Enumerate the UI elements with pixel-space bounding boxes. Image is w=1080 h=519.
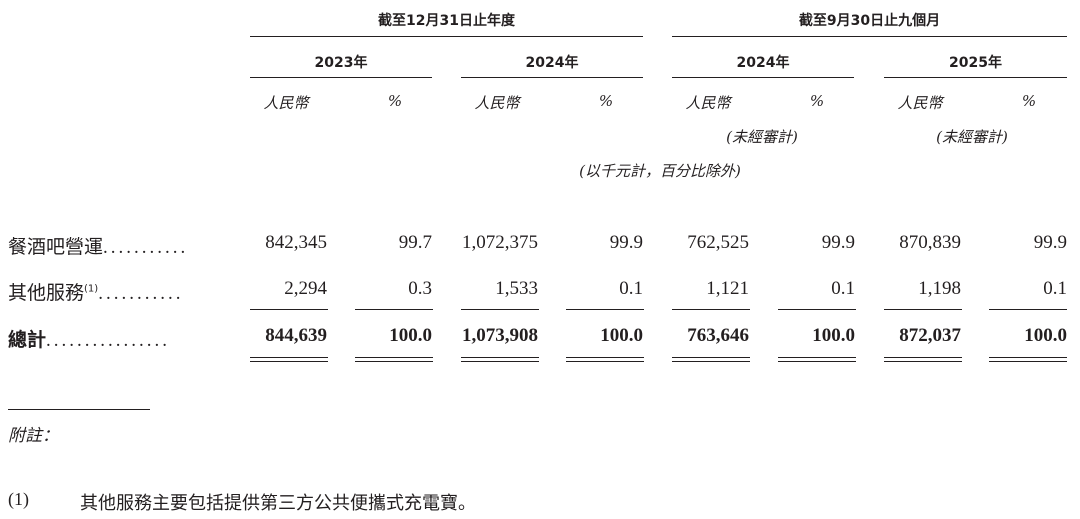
row-label-bar-operations: 餐酒吧營運...........: [8, 232, 188, 259]
cell-value: 0.3: [408, 278, 432, 299]
currency-label: 人民幣: [897, 94, 943, 112]
currency-label: 人民幣: [474, 94, 520, 112]
double-rule: [989, 357, 1067, 362]
total-value: 872,037: [899, 325, 961, 346]
cell-value: 762,525: [687, 232, 749, 253]
unaudited-label-2025: (未經審計): [936, 128, 1008, 146]
double-rule: [566, 357, 644, 362]
double-rule: [778, 357, 856, 362]
footnote-text: 其他服務主要包括提供第三方公共便攜式充電寶。: [80, 493, 476, 514]
double-rule: [884, 357, 962, 362]
total-value: 844,639: [265, 325, 327, 346]
subtotal-rule: [989, 309, 1067, 310]
cell-value: 1,198: [918, 278, 961, 299]
subtotal-rule: [566, 309, 644, 310]
cell-value: 1,533: [495, 278, 538, 299]
group-header-nine-months: 截至9月30日止九個月: [798, 13, 941, 29]
percent-label: %: [809, 92, 825, 110]
notes-separator: [8, 409, 150, 410]
currency-label: 人民幣: [263, 94, 309, 112]
cell-value: 2,294: [284, 278, 327, 299]
double-rule: [672, 357, 750, 362]
total-value: 1,073,908: [462, 325, 538, 346]
year-header-2024-b: 2024年: [736, 55, 790, 71]
percent-label: %: [387, 92, 403, 110]
cell-value: 0.1: [619, 278, 643, 299]
subtotal-rule: [355, 309, 433, 310]
total-value: 763,646: [687, 325, 749, 346]
subtotal-rule: [461, 309, 539, 310]
unit-note: (以千元計，百分比除外): [579, 162, 741, 180]
footnote-number: (1): [8, 489, 29, 509]
cell-value: 0.1: [1043, 278, 1067, 299]
cell-value: 99.9: [1033, 232, 1067, 253]
year-header-2023: 2023年: [314, 55, 368, 71]
group-header-year: 截至12月31日止年度: [378, 13, 515, 29]
year-rule-2025: [884, 77, 1067, 78]
row-label-text: 總計: [8, 329, 47, 351]
leader-dots: ...........: [98, 283, 184, 304]
double-rule: [250, 357, 328, 362]
row-label-text: 餐酒吧營運: [8, 236, 104, 258]
total-value: 100.0: [1024, 325, 1067, 346]
total-value: 100.0: [812, 325, 855, 346]
subtotal-rule: [672, 309, 750, 310]
cell-value: 870,839: [899, 232, 961, 253]
cell-value: 0.1: [831, 278, 855, 299]
cell-value: 99.9: [609, 232, 643, 253]
percent-label: %: [598, 92, 614, 110]
group-header-nine-months-rule: [672, 36, 1067, 37]
row-label-text: 其他服務: [8, 282, 85, 304]
footnote-ref: (1): [84, 283, 99, 295]
leader-dots: ................: [46, 330, 171, 351]
year-header-2024-a: 2024年: [525, 55, 579, 71]
year-rule-2023: [250, 77, 432, 78]
cell-value: 1,121: [706, 278, 749, 299]
subtotal-rule: [778, 309, 856, 310]
year-header-2025: 2025年: [949, 55, 1002, 71]
total-value: 100.0: [600, 325, 643, 346]
double-rule: [461, 357, 539, 362]
group-header-year-rule: [250, 36, 643, 37]
double-rule: [355, 357, 433, 362]
row-label-total: 總計................: [8, 325, 170, 352]
subtotal-rule: [250, 309, 328, 310]
percent-label: %: [1021, 92, 1037, 110]
cell-value: 842,345: [265, 232, 327, 253]
row-label-other-services: 其他服務(1)...........: [8, 278, 183, 305]
cell-value: 1,072,375: [462, 232, 538, 253]
currency-label: 人民幣: [685, 94, 731, 112]
year-rule-2024-a: [461, 77, 643, 78]
subtotal-rule: [884, 309, 962, 310]
year-rule-2024-b: [672, 77, 854, 78]
total-value: 100.0: [389, 325, 432, 346]
notes-heading: 附註：: [8, 426, 59, 446]
cell-value: 99.9: [821, 232, 855, 253]
unaudited-label-2024: (未經審計): [726, 128, 798, 146]
leader-dots: ...........: [103, 237, 189, 258]
cell-value: 99.7: [398, 232, 432, 253]
